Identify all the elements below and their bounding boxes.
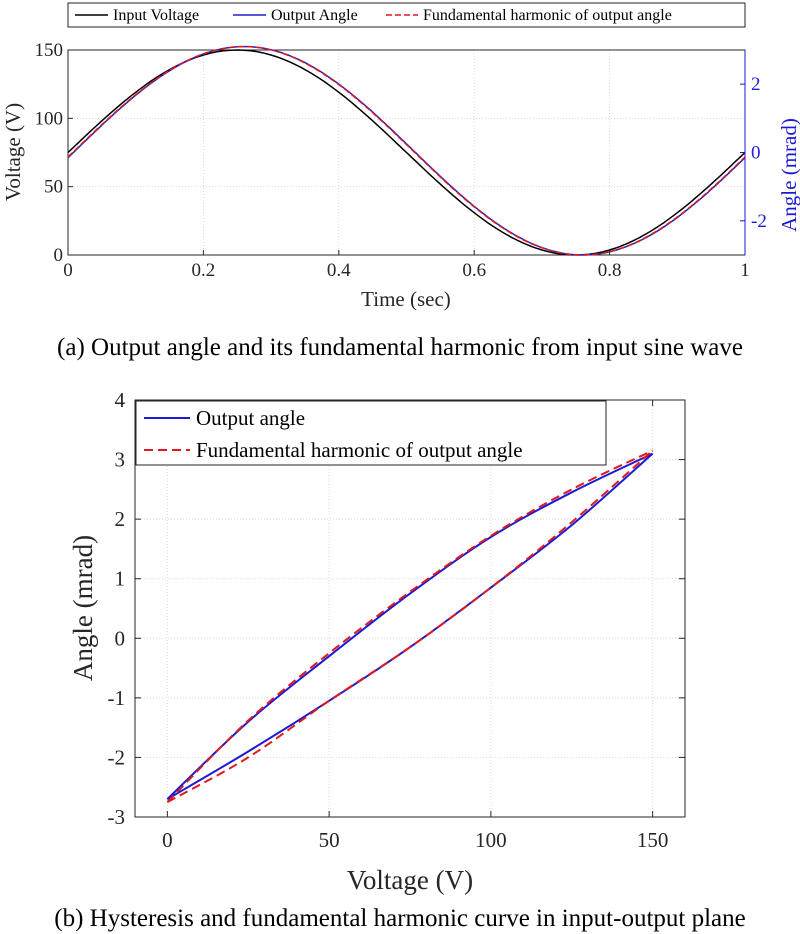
panel-a-y-tick-label: 50	[44, 177, 63, 198]
panel-a-right-y-tick-label: 2	[751, 74, 761, 95]
panel-a-y-axis-label: Voltage (V)	[1, 103, 25, 201]
panel-b-series	[166, 449, 654, 803]
panel-a-caption: (a) Output angle and its fundamental har…	[57, 334, 743, 361]
panel-b-y-tick-label: 1	[115, 567, 126, 591]
panel-a-legend: Input Voltage Output Angle Fundamental h…	[67, 2, 746, 28]
panel-a-right-y-tick-label: -2	[751, 211, 767, 232]
panel-a-grid	[68, 50, 745, 255]
legend-label-fundamental-b: Fundamental harmonic of output angle	[196, 438, 523, 462]
panel-a-right-y-tick-label: 0	[751, 143, 761, 164]
panel-b-legend: Output angle Fundamental harmonic of out…	[135, 400, 607, 466]
legend-label-fundamental: Fundamental harmonic of output angle	[423, 7, 672, 24]
panel-b-plot-frame	[134, 399, 686, 818]
panel-b-y-tick-label: 2	[115, 507, 126, 531]
panel-a-y-tick-label: 150	[35, 40, 64, 61]
panel-a-x-tick-label: 0.6	[462, 260, 486, 281]
panel-b-ticks: 0 50 100 150 -3 -2 -1 0 1 2 3 4	[108, 388, 685, 852]
panel-b-y-tick-label: 3	[115, 448, 126, 472]
panel-b-caption: (b) Hysteresis and fundamental harmonic …	[54, 905, 745, 932]
panel-a-x-tick-label: 0.8	[598, 260, 622, 281]
panel-a-x-axis-label: Time (sec)	[361, 287, 451, 311]
panel-b-series-fundamental-harmonic-lower-branch	[166, 449, 654, 803]
panel-b-x-tick-label: 0	[162, 828, 173, 852]
panel-a-series-output-angle	[67, 45, 746, 256]
panel-b-y-tick-label: -1	[108, 686, 126, 710]
legend-label-output-angle: Output Angle	[271, 7, 358, 24]
panel-b-legend-box	[135, 400, 607, 466]
panel-a-series-fundamental-harmonic	[67, 45, 746, 256]
panel-a-x-tick-label: 0.4	[327, 260, 351, 281]
panel-a-y-tick-label: 100	[35, 108, 64, 129]
legend-label-input-voltage: Input Voltage	[113, 7, 199, 24]
panel-b-y-tick-label: -2	[108, 745, 126, 769]
panel-b-grid	[135, 400, 685, 817]
panel-b-y-tick-label: -3	[108, 805, 126, 829]
panel-a-right-y-axis-label: Angle (mrad)	[777, 118, 800, 232]
panel-b-series-output-angle-lower-branch	[166, 452, 654, 800]
panel-b-x-tick-label: 100	[475, 828, 507, 852]
panel-b-x-tick-label: 50	[319, 828, 340, 852]
panel-a-y-tick-label: 0	[54, 245, 64, 266]
panel-b-x-axis-label: Voltage (V)	[347, 865, 473, 895]
panel-b-series-output-angle-upper-branch	[166, 452, 654, 800]
panel-b-y-tick-label: 0	[115, 626, 126, 650]
panel-a-x-tick-label: 1	[740, 260, 750, 281]
panel-a-x-tick-label: 0	[63, 260, 73, 281]
panel-a-series	[67, 45, 746, 256]
panel-b-y-tick-label: 4	[115, 388, 126, 412]
panel-a-ticks: 0 0.2 0.4 0.6 0.8 1 0 50 100 150 -2 0 2	[35, 40, 767, 281]
panel-b-x-tick-label: 150	[637, 828, 669, 852]
panel-b-y-axis-label: Angle (mrad)	[68, 535, 98, 681]
panel-b-series-fundamental-harmonic-upper-branch	[166, 449, 654, 803]
legend-label-output-angle-b: Output angle	[196, 406, 305, 430]
panel-a: 0 0.2 0.4 0.6 0.8 1 0 50 100 150 -2 0 2 Input Voltag…	[1, 2, 800, 361]
panel-b: 0 50 100 150 -3 -2 -1 0 1 2 3 4 Output angle Fundam…	[54, 388, 745, 932]
panel-a-series-input-voltage	[67, 49, 746, 256]
panel-a-x-tick-label: 0.2	[192, 260, 216, 281]
